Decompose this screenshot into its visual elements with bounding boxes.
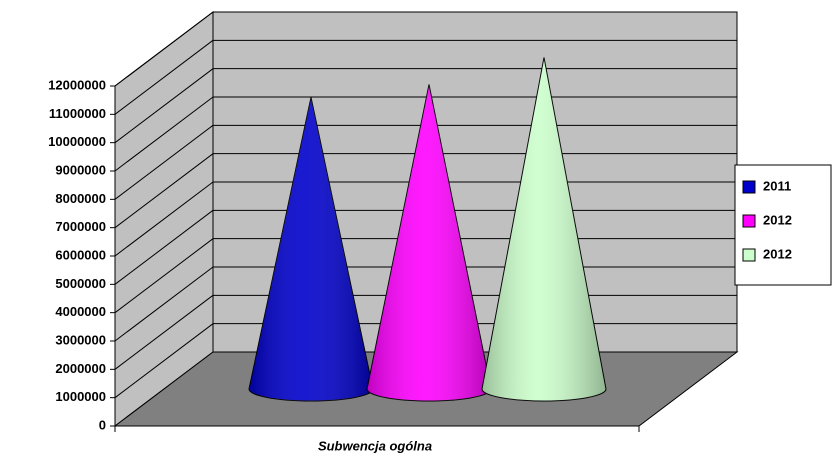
legend-label: 2012 <box>763 212 792 227</box>
y-tick-label: 6000000 <box>55 247 106 262</box>
grid-line <box>114 323 214 399</box>
grid-line <box>114 181 214 257</box>
grid-line <box>114 124 214 200</box>
grid-line <box>114 39 214 115</box>
y-tick-label: 4000000 <box>55 304 106 319</box>
grid-line <box>114 11 214 87</box>
cone-shade <box>249 97 373 402</box>
category-label: Subwencja ogólna <box>318 438 432 453</box>
y-tick-label: 2000000 <box>55 361 106 376</box>
cone-shade <box>367 84 491 402</box>
y-tick-label: 12000000 <box>48 77 106 92</box>
grid-line <box>114 266 214 342</box>
legend-swatch <box>742 214 756 228</box>
y-tick-label: 8000000 <box>55 191 106 206</box>
legend-label: 2011 <box>763 178 791 193</box>
y-tick-label: 11000000 <box>49 106 106 121</box>
grid-line <box>114 209 214 285</box>
grid-line <box>114 294 214 370</box>
legend-swatch <box>742 248 756 262</box>
grid-line <box>114 238 214 314</box>
y-tick-label: 1000000 <box>55 389 106 404</box>
grid-line <box>114 96 214 172</box>
y-tick-label: 7000000 <box>55 219 106 234</box>
y-tick-label: 9000000 <box>55 162 106 177</box>
legend-swatch <box>742 180 756 194</box>
y-tick-label: 3000000 <box>55 332 106 347</box>
y-tick-label: 10000000 <box>48 134 106 149</box>
grid-line <box>114 153 214 229</box>
y-tick-label: 0 <box>99 417 106 432</box>
y-tick-label: 5000000 <box>55 276 106 291</box>
grid-line <box>114 68 214 144</box>
cone-shade <box>482 57 606 401</box>
legend-label: 2012 <box>763 246 792 261</box>
